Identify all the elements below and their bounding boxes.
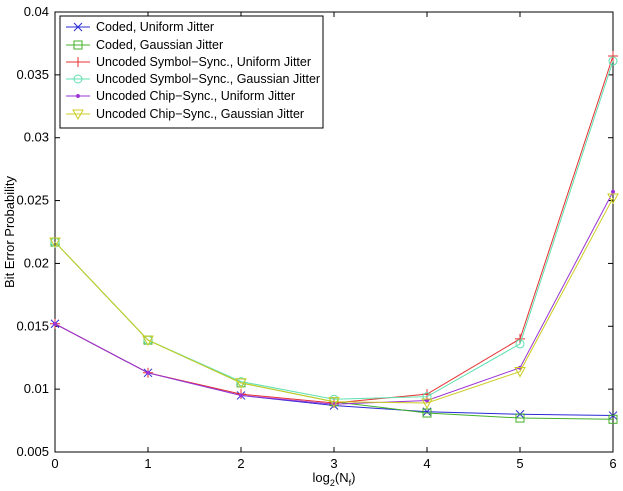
data-point-marker	[238, 393, 244, 398]
data-point-marker	[49, 237, 61, 249]
x-axis-title-paren-close: )	[351, 470, 355, 485]
data-point-marker	[421, 398, 433, 410]
x-axis-title-paren-open: (N	[335, 470, 349, 485]
y-tick-label: 0.035	[16, 67, 49, 82]
y-tick-label: 0.025	[16, 193, 49, 208]
y-tick-label: 0.005	[16, 444, 49, 459]
data-point-marker	[73, 74, 83, 84]
legend-marker	[75, 93, 81, 99]
x-tick-label: 0	[51, 456, 58, 471]
y-axis-title: Bit Error Probability	[2, 176, 17, 288]
x-tick-label: 1	[144, 456, 151, 471]
data-point-marker	[515, 413, 525, 423]
legend-label: Uncoded Chip−Sync., Gaussian Jitter	[96, 107, 304, 121]
axis-ticks: 0 1 2 3 4 5 6 0.005 0.01 0.015 0.02 0.025 0.03 0.035 0…	[16, 4, 616, 471]
data-point-marker	[235, 378, 247, 389]
legend-entry: Uncoded Symbol−Sync., Uniform Jitter	[66, 55, 311, 69]
data-point-marker	[145, 370, 151, 375]
x-axis-title-main: log	[313, 470, 330, 485]
data-point-marker	[515, 333, 525, 344]
legend: Coded, Uniform Jitter Coded, Gaussian Ji…	[59, 15, 324, 129]
y-tick-label: 0.015	[16, 318, 49, 333]
x-tick-label: 6	[609, 456, 616, 471]
data-point-marker	[72, 109, 84, 121]
x-tick-label: 4	[423, 456, 430, 471]
data-point-marker	[607, 193, 619, 205]
legend-marker	[73, 22, 83, 32]
data-point-marker	[422, 408, 432, 418]
y-tick-label: 0.03	[24, 130, 49, 145]
series-6	[49, 193, 619, 410]
y-tick-label: 0.02	[24, 255, 49, 270]
data-point-marker	[610, 189, 616, 194]
x-axis-title-sub: 2	[330, 478, 335, 488]
legend-label: Uncoded Symbol−Sync., Gaussian Jitter	[96, 72, 320, 86]
y-tick-label: 0.04	[24, 4, 49, 19]
data-point-marker	[608, 51, 618, 61]
data-point-marker	[73, 40, 83, 50]
data-point-marker	[73, 22, 83, 32]
x-tick-label: 3	[330, 456, 337, 471]
legend-entry: Coded, Gaussian Jitter	[66, 38, 223, 52]
legend-marker	[73, 40, 83, 50]
legend-entry: Uncoded Symbol−Sync., Gaussian Jitter	[66, 72, 320, 86]
data-point-marker	[514, 367, 526, 378]
legend-label: Coded, Gaussian Jitter	[96, 38, 223, 52]
legend-marker	[72, 109, 84, 121]
data-point-marker	[328, 397, 340, 408]
data-point-marker	[515, 339, 525, 349]
data-point-marker	[73, 57, 83, 67]
data-point-marker	[142, 335, 154, 347]
data-point-marker	[608, 56, 618, 66]
legend-entry: Uncoded Chip−Sync., Gaussian Jitter	[66, 107, 304, 121]
x-axis-title-sub2: f	[349, 478, 352, 488]
data-point-marker	[608, 414, 618, 424]
legend-marker	[73, 57, 83, 67]
x-axis-title: log2(Nf)	[313, 470, 356, 488]
legend-entry: Coded, Uniform Jitter	[66, 20, 214, 34]
legend-box	[59, 15, 324, 129]
x-tick-label: 2	[237, 456, 244, 471]
legend-entry: Uncoded Chip−Sync., Uniform Jitter	[66, 89, 295, 103]
data-point-marker	[52, 321, 58, 326]
legend-marker	[73, 74, 83, 84]
x-tick-label: 5	[516, 456, 523, 471]
y-tick-label: 0.01	[24, 381, 49, 396]
legend-label: Uncoded Chip−Sync., Uniform Jitter	[96, 89, 295, 103]
legend-label: Uncoded Symbol−Sync., Uniform Jitter	[96, 55, 311, 69]
legend-label: Coded, Uniform Jitter	[96, 20, 214, 34]
series-layer	[49, 51, 619, 424]
data-point-marker	[75, 93, 81, 99]
series-line	[54, 197, 614, 404]
